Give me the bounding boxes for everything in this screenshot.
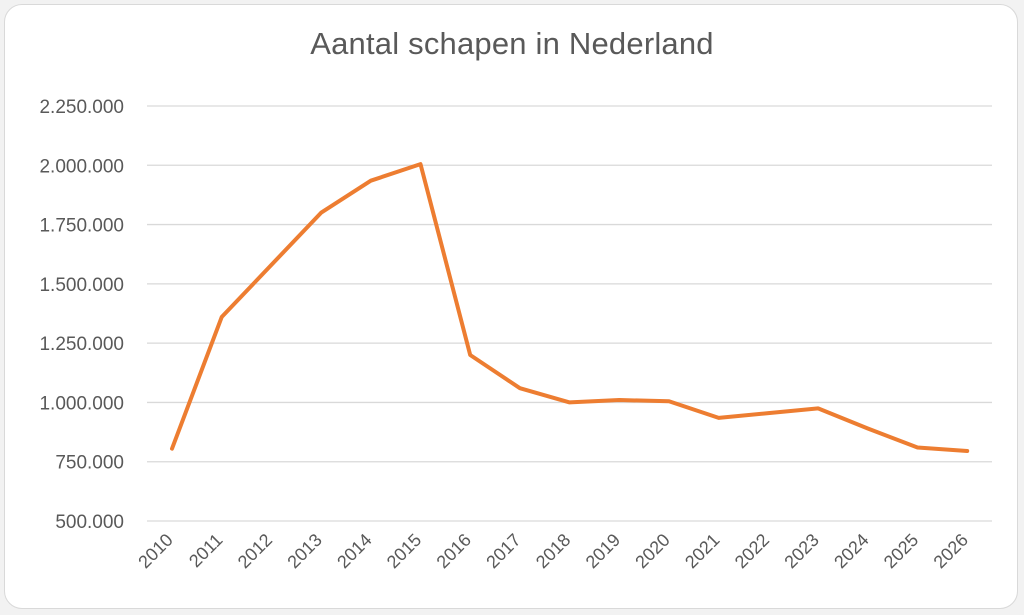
chart-card bbox=[4, 4, 1018, 609]
data-point bbox=[866, 427, 870, 431]
series-line bbox=[170, 162, 970, 454]
data-point bbox=[916, 445, 919, 449]
chart-title: Aantal schapen in Nederland bbox=[310, 26, 714, 61]
data-point bbox=[717, 416, 721, 420]
x-tick-label: 2013 bbox=[283, 530, 325, 572]
data-point bbox=[965, 449, 969, 453]
data-point bbox=[170, 447, 174, 451]
x-tick-label: 2017 bbox=[482, 530, 524, 572]
x-tick-label: 2010 bbox=[134, 530, 176, 572]
x-tick-label: 2023 bbox=[780, 530, 822, 572]
x-tick-label: 2020 bbox=[631, 530, 673, 572]
x-tick-label: 2014 bbox=[333, 530, 375, 572]
data-point bbox=[419, 162, 422, 166]
series-layer bbox=[170, 162, 970, 454]
data-point bbox=[319, 211, 323, 215]
x-tick-label: 2012 bbox=[234, 530, 276, 572]
y-tick-label: 1.500.000 bbox=[39, 275, 124, 296]
x-tick-label: 2021 bbox=[681, 530, 723, 572]
x-tick-label: 2018 bbox=[532, 530, 574, 572]
data-point bbox=[667, 399, 671, 403]
x-tick-label: 2022 bbox=[731, 530, 773, 572]
x-tick-label: 2026 bbox=[930, 530, 972, 572]
x-tick-label: 2011 bbox=[185, 530, 227, 572]
x-tick-label: 2024 bbox=[830, 530, 872, 572]
data-point bbox=[468, 353, 472, 357]
y-tick-label: 2.000.000 bbox=[39, 156, 124, 177]
y-tick-label: 1.250.000 bbox=[39, 334, 124, 355]
data-point bbox=[816, 406, 820, 410]
y-tick-label: 1.000.000 bbox=[39, 393, 124, 414]
y-tick-label: 1.750.000 bbox=[39, 216, 124, 237]
data-point bbox=[220, 315, 224, 319]
data-point bbox=[568, 400, 572, 404]
gridlines bbox=[147, 105, 992, 522]
y-tick-label: 500.000 bbox=[55, 512, 124, 533]
x-tick-label: 2015 bbox=[383, 530, 425, 572]
x-tick-label: 2019 bbox=[582, 530, 624, 572]
x-tick-label: 2016 bbox=[433, 530, 475, 572]
data-point bbox=[617, 398, 621, 402]
y-axis-ticks: 500.000 750.000 1.000.000 1.250.000 1.500.00… bbox=[39, 97, 124, 533]
x-axis-ticks: 2010 2011 2012 2013 2014 2015 2016 2017 2018 2019… bbox=[134, 530, 972, 572]
y-tick-label: 750.000 bbox=[55, 453, 124, 474]
data-point bbox=[269, 263, 273, 267]
data-point bbox=[766, 411, 770, 415]
x-tick-label: 2025 bbox=[880, 530, 922, 572]
data-point bbox=[518, 386, 522, 390]
y-tick-label: 2.250.000 bbox=[39, 97, 124, 118]
data-point bbox=[369, 179, 373, 183]
